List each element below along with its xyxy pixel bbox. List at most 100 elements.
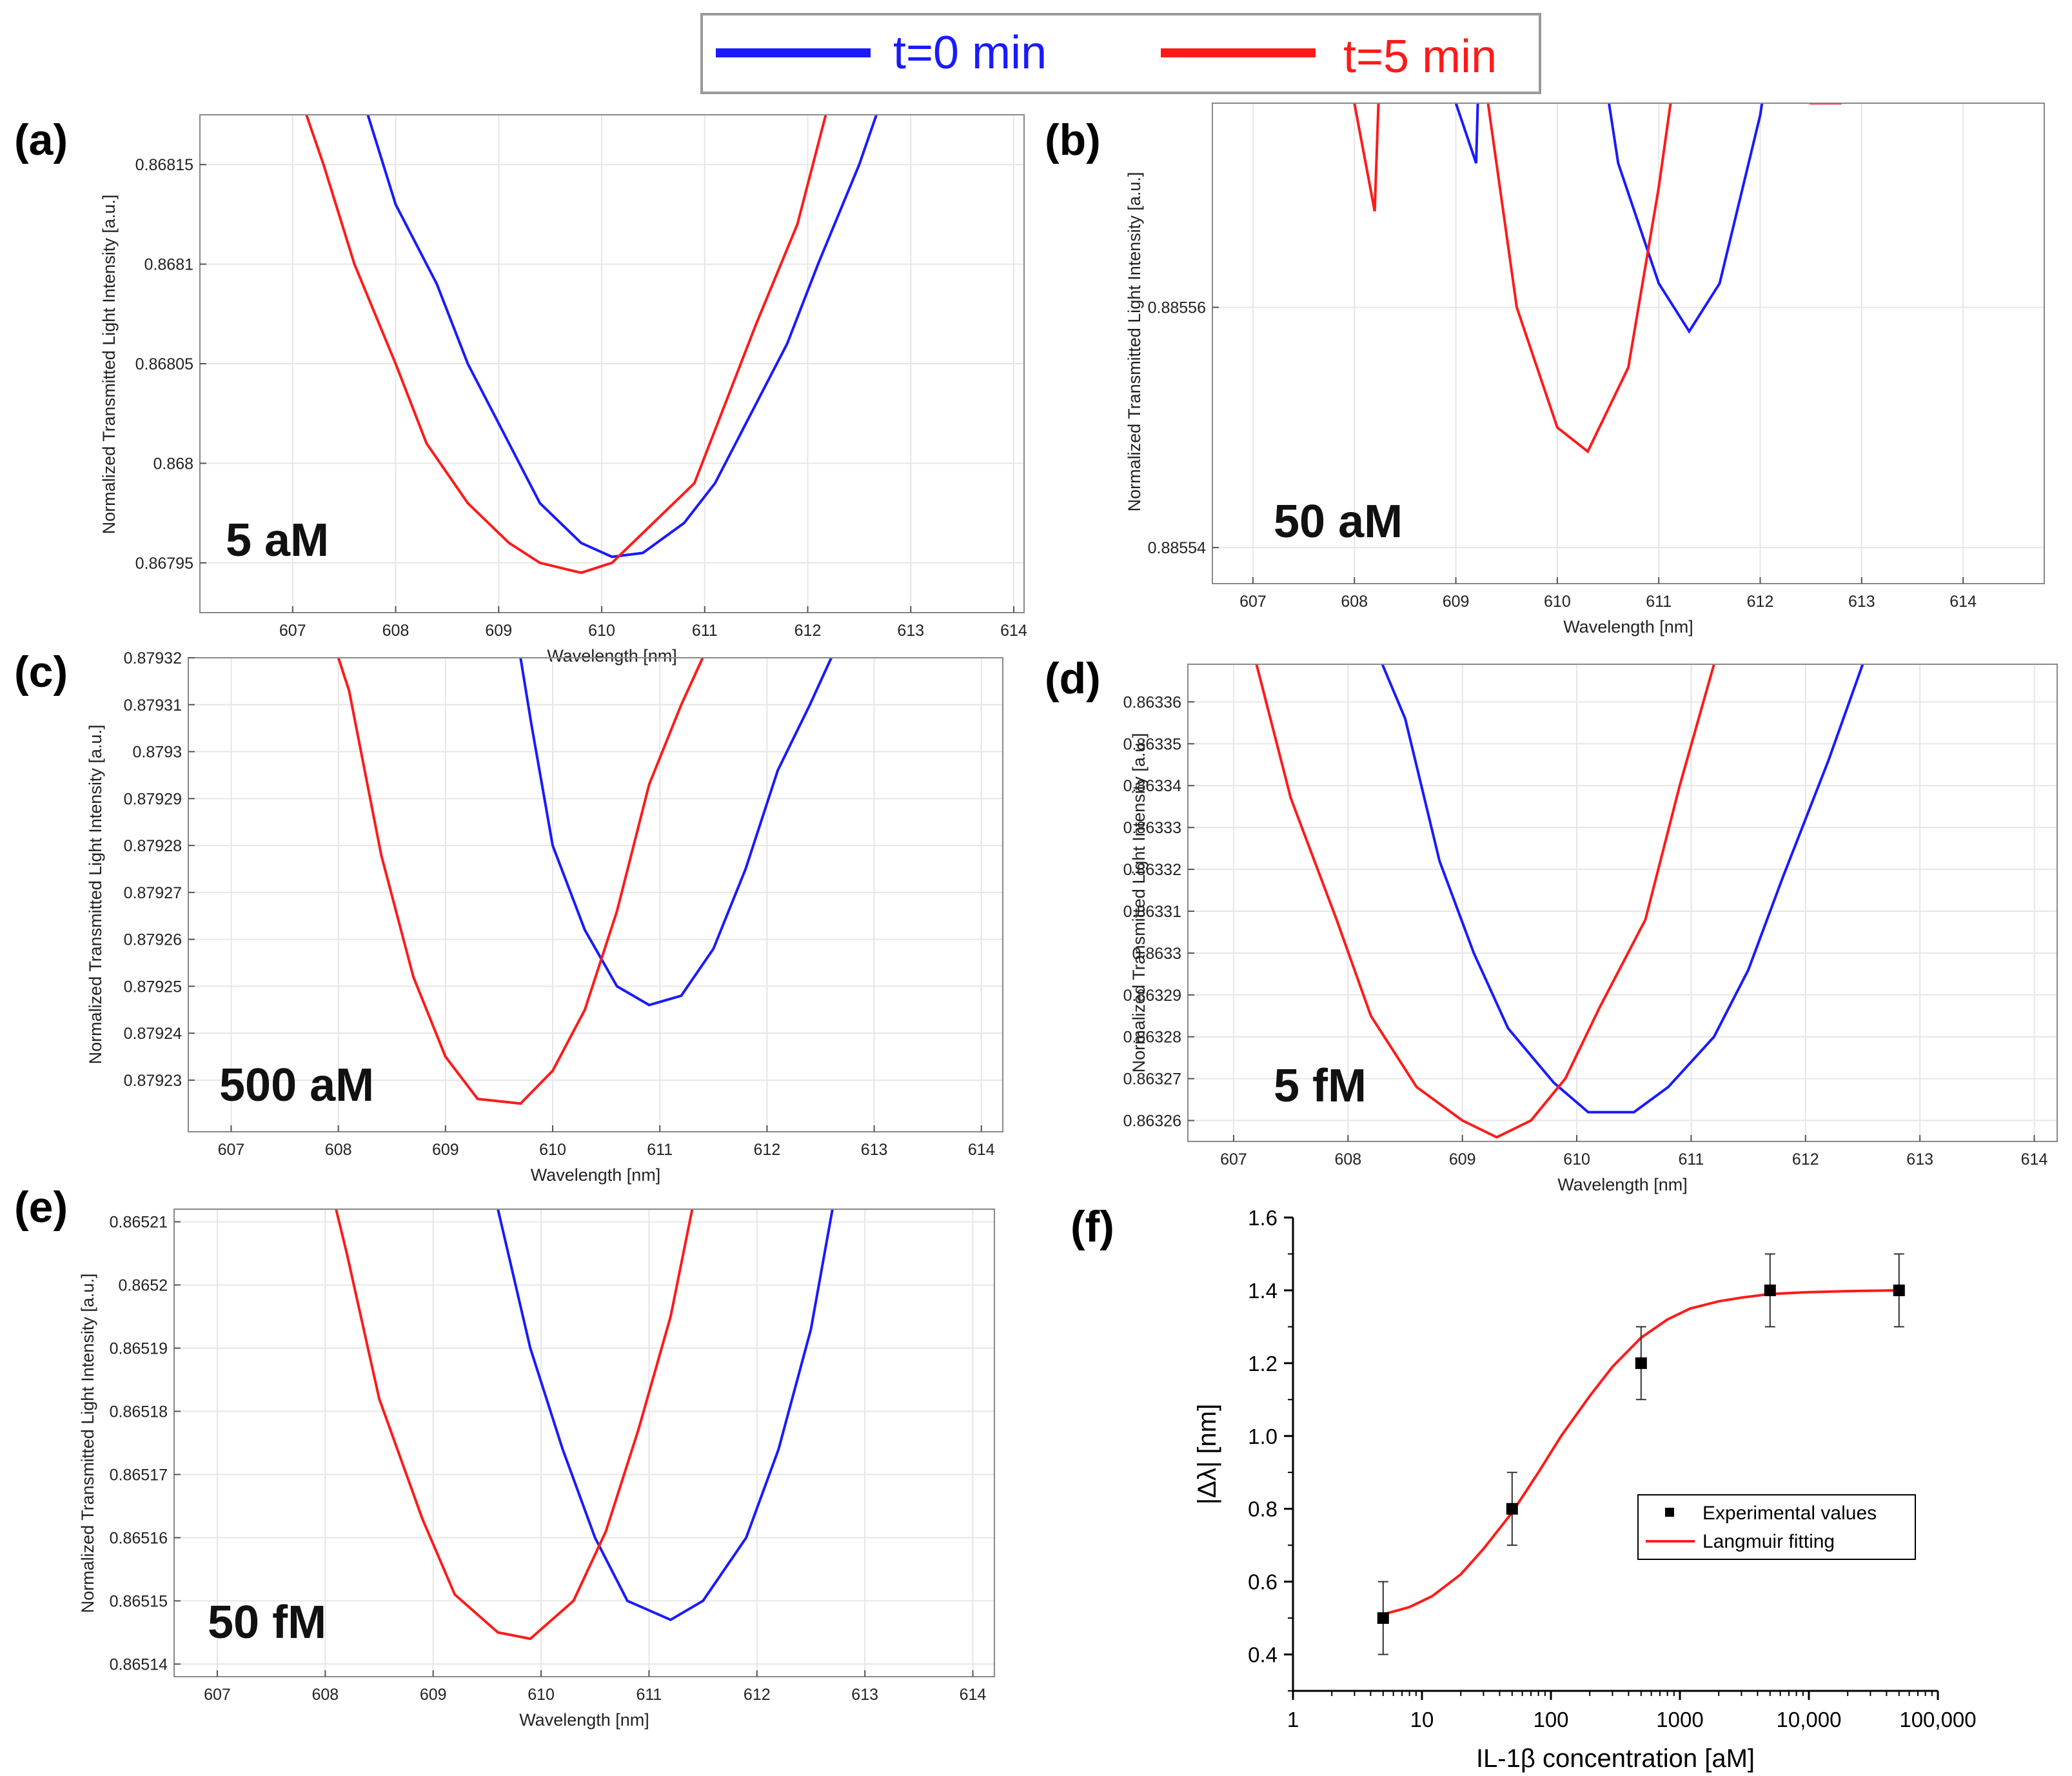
x-tick-label: 609 (1449, 1150, 1476, 1169)
x-tick-label: 612 (744, 1686, 771, 1704)
x-tick-label: 611 (636, 1686, 662, 1704)
y-tick-label: 0.86517 (110, 1466, 168, 1484)
y-tick-label: 0.4 (1248, 1643, 1278, 1667)
y-tick-label: 0.88554 (1148, 539, 1206, 557)
concentration-label: 50 aM (1274, 496, 1403, 548)
legend-marker-points (1665, 1508, 1674, 1517)
y-tick-label: 0.87932 (124, 649, 182, 667)
y-tick-label: 0.86336 (1123, 693, 1181, 711)
x-tick-label: 609 (420, 1686, 447, 1704)
x-tick-label: 612 (1792, 1150, 1819, 1169)
series-line-t0 (1381, 664, 1864, 1114)
series-line-t0 (1454, 103, 1892, 334)
y-tick-label: 0.8652 (119, 1277, 168, 1295)
y-tick-label: 0.87924 (124, 1025, 182, 1043)
concentration-label: 50 fM (208, 1597, 326, 1648)
x-tick-label: 611 (692, 622, 718, 640)
x-tick-label: 611 (1678, 1150, 1704, 1169)
y-axis-label: Normalized Transmitted Light Intensity [… (99, 195, 119, 535)
x-tick-label: 607 (279, 622, 306, 640)
y-tick-label: 0.87929 (124, 790, 182, 808)
y-tick-label: 0.88556 (1148, 299, 1206, 317)
panel-a: (a)607 608 609 610 611 612 613 6140.867950.8680… (14, 114, 1027, 666)
plot-frame (188, 657, 1003, 1132)
series-line-t5 (1255, 664, 1715, 1139)
y-tick-label: 0.86518 (110, 1403, 168, 1421)
x-tick-label: 613 (897, 622, 924, 640)
y-tick-label: 0.86334 (1123, 777, 1181, 795)
panel-e: (e) 607 608 609 610 611 612 613 614 0.86514 0.8651… (14, 1183, 995, 1730)
y-axis-label: Normalized Transmitted Light Intensity [… (86, 725, 105, 1065)
y-tick-label: 0.86328 (1123, 1029, 1181, 1047)
x-tick-label: 613 (861, 1141, 888, 1159)
y-tick-label: 0.87923 (124, 1072, 182, 1090)
plot-frame (1187, 664, 2058, 1142)
x-tick-label: 613 (851, 1686, 878, 1704)
x-axis-label: IL-1β concentration [aM] (1476, 1744, 1755, 1773)
panel-c: (c) 607 608 609 610 611 612 613 614 0.87923 0.8792… (14, 647, 1003, 1185)
x-tick-label: 100,000 (1899, 1708, 1976, 1732)
x-tick-label: 614 (960, 1686, 987, 1704)
y-tick-label: 0.8633 (1132, 945, 1181, 963)
y-tick-label: 0.86332 (1123, 861, 1181, 879)
legend-label-fit: Langmuir fitting (1702, 1531, 1835, 1552)
panel-letter: (f) (1071, 1202, 1114, 1251)
x-tick-label: 607 (204, 1686, 231, 1704)
x-axis-label: Wavelength [nm] (1563, 617, 1693, 636)
data-point (1377, 1612, 1389, 1624)
x-tick-label: 608 (325, 1141, 352, 1159)
panel-letter: (d) (1045, 654, 1101, 703)
y-tick-label: 0.86329 (1123, 987, 1181, 1005)
panel-letter: (a) (14, 115, 68, 164)
top-legend: t=0 min t=5 min (700, 13, 1541, 94)
x-tick-label: 612 (754, 1141, 781, 1159)
y-tick-label: 0.86326 (1123, 1112, 1181, 1130)
y-tick-label: 0.86795 (135, 555, 193, 573)
x-tick-label: 614 (1000, 622, 1027, 640)
y-tick-label: 0.87925 (124, 978, 182, 996)
y-tick-label: 0.87931 (124, 696, 182, 715)
data-point (1764, 1284, 1776, 1296)
y-tick-label: 0.8 (1248, 1497, 1278, 1521)
y-tick-label: 0.86516 (110, 1529, 168, 1547)
x-axis-label: Wavelength [nm] (519, 1710, 649, 1730)
y-tick-label: 1.2 (1248, 1352, 1278, 1376)
series-line-t5 (304, 115, 827, 575)
x-axis-label: Wavelength [nm] (531, 1165, 661, 1185)
x-tick-label: 1 (1287, 1708, 1299, 1732)
x-tick-label: 610 (528, 1686, 555, 1704)
x-tick-label: 613 (1906, 1150, 1933, 1169)
x-tick-label: 614 (2021, 1150, 2048, 1169)
y-tick-label: 0.86805 (135, 355, 193, 373)
y-tick-label: 1.6 (1248, 1206, 1278, 1230)
concentration-label: 500 aM (219, 1060, 374, 1111)
y-tick-label: 0.87928 (124, 837, 182, 855)
panel-d: (d) 607 608 609 610 611 612 613 614 0.86326 0.8632… (1045, 654, 2058, 1194)
series-line-t0 (497, 1209, 834, 1622)
x-tick-label: 607 (218, 1141, 245, 1159)
series-line-t5 (335, 1209, 694, 1641)
x-tick-label: 609 (432, 1141, 459, 1159)
x-tick-label: 1000 (1656, 1708, 1703, 1732)
y-tick-label: 0.86335 (1123, 735, 1181, 753)
y-tick-label: 0.86331 (1123, 903, 1181, 921)
x-tick-label: 614 (968, 1141, 995, 1159)
x-tick-label: 10,000 (1777, 1708, 1842, 1732)
y-tick-label: 0.8681 (144, 256, 193, 274)
x-tick-label: 610 (1563, 1150, 1590, 1169)
y-tick-label: 0.87927 (124, 884, 182, 902)
x-axis-label: Wavelength [nm] (1557, 1175, 1688, 1194)
x-tick-label: 608 (1334, 1150, 1361, 1169)
y-tick-label: 0.6 (1248, 1570, 1278, 1594)
x-axis-label: Wavelength [nm] (547, 646, 677, 666)
concentration-label: 5 fM (1274, 1060, 1367, 1112)
fit-legend-box (1637, 1494, 1916, 1560)
x-tick-label: 607 (1239, 593, 1267, 611)
x-tick-label: 610 (539, 1141, 566, 1159)
series-line-t0 (519, 658, 833, 1007)
series-line-t5 (337, 658, 704, 1105)
x-tick-label: 613 (1848, 593, 1875, 611)
x-tick-label: 612 (794, 622, 822, 640)
legend-label-points: Experimental values (1702, 1503, 1877, 1524)
